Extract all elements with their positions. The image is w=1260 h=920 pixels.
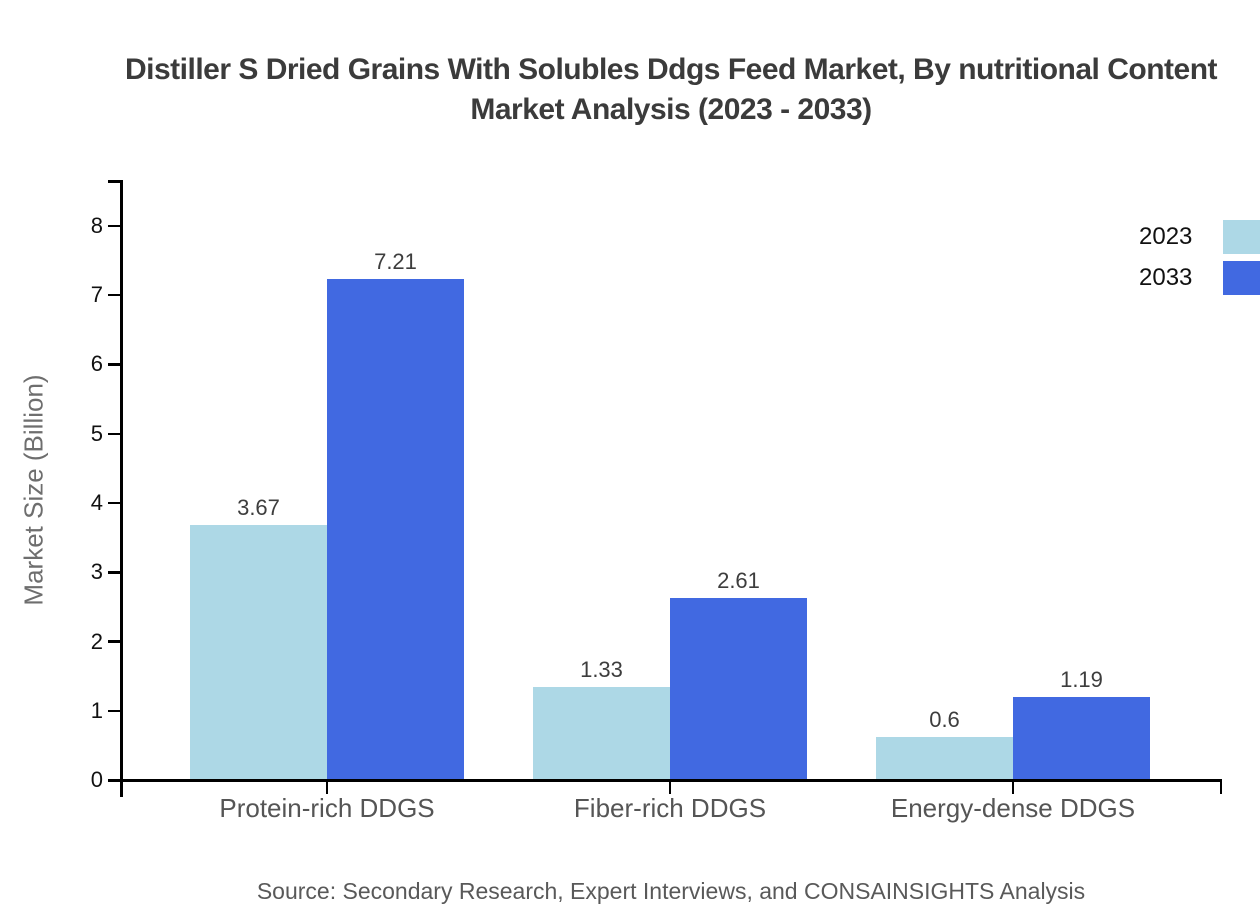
source-note: Source: Secondary Research, Expert Inter… xyxy=(256,878,1086,904)
bar-2033 xyxy=(327,279,464,779)
x-axis-spine xyxy=(108,779,1222,782)
x-category-label: Protein-rich DDGS xyxy=(219,793,435,823)
bar-2023 xyxy=(533,686,670,779)
bar-2023 xyxy=(876,737,1013,779)
y-tick-label: 8 xyxy=(90,212,103,238)
bar-value-label: 2.61 xyxy=(717,568,760,594)
chart-title: Distiller S Dried Grains With Solubles D… xyxy=(0,50,1260,130)
y-tick xyxy=(108,571,121,574)
y-axis-end-tick xyxy=(108,180,121,183)
bar-2033 xyxy=(1013,696,1150,779)
chart-title-line1: Distiller S Dried Grains With Solubles D… xyxy=(124,53,1218,86)
legend-swatch xyxy=(1223,261,1260,295)
y-tick xyxy=(108,640,121,643)
bar-value-label: 7.21 xyxy=(374,249,417,275)
legend-label: 2023 xyxy=(1139,223,1193,250)
chart-title-line2: Market Analysis (2023 - 2033) xyxy=(470,93,872,126)
x-tick xyxy=(1011,781,1015,794)
y-tick-label: 1 xyxy=(90,697,103,723)
legend-item: 2033 xyxy=(1139,261,1260,295)
y-tick xyxy=(108,432,121,435)
legend-item: 2023 xyxy=(1139,220,1260,254)
y-tick xyxy=(108,709,121,713)
y-tick xyxy=(108,293,121,297)
y-tick xyxy=(108,779,121,782)
y-tick xyxy=(108,501,121,505)
y-tick-label: 7 xyxy=(90,282,103,308)
y-tick-label: 6 xyxy=(90,351,103,377)
y-axis-title: Market Size (Billion) xyxy=(18,374,49,606)
x-category-label: Fiber-rich DDGS xyxy=(573,793,767,823)
legend-label: 2033 xyxy=(1139,264,1193,291)
bar-2023 xyxy=(190,524,327,779)
y-axis-spine xyxy=(120,180,123,797)
y-tick-label: 3 xyxy=(90,559,103,585)
x-axis-end-tick xyxy=(1219,781,1222,794)
x-tick xyxy=(325,781,329,794)
bar-value-label: 1.33 xyxy=(580,656,623,682)
bar-value-label: 3.67 xyxy=(237,494,280,520)
y-tick xyxy=(108,363,121,366)
y-tick-label: 2 xyxy=(90,628,103,654)
y-tick-label: 0 xyxy=(90,767,103,793)
x-category-label: Energy-dense DDGS xyxy=(890,793,1136,823)
y-tick xyxy=(108,224,121,228)
y-tick-label: 4 xyxy=(90,490,103,516)
x-tick xyxy=(668,781,672,794)
bar-2033 xyxy=(670,598,807,779)
bar-value-label: 0.6 xyxy=(929,707,960,733)
y-tick-label: 5 xyxy=(90,420,103,446)
legend-swatch xyxy=(1223,220,1260,254)
bar-value-label: 1.19 xyxy=(1060,666,1103,692)
